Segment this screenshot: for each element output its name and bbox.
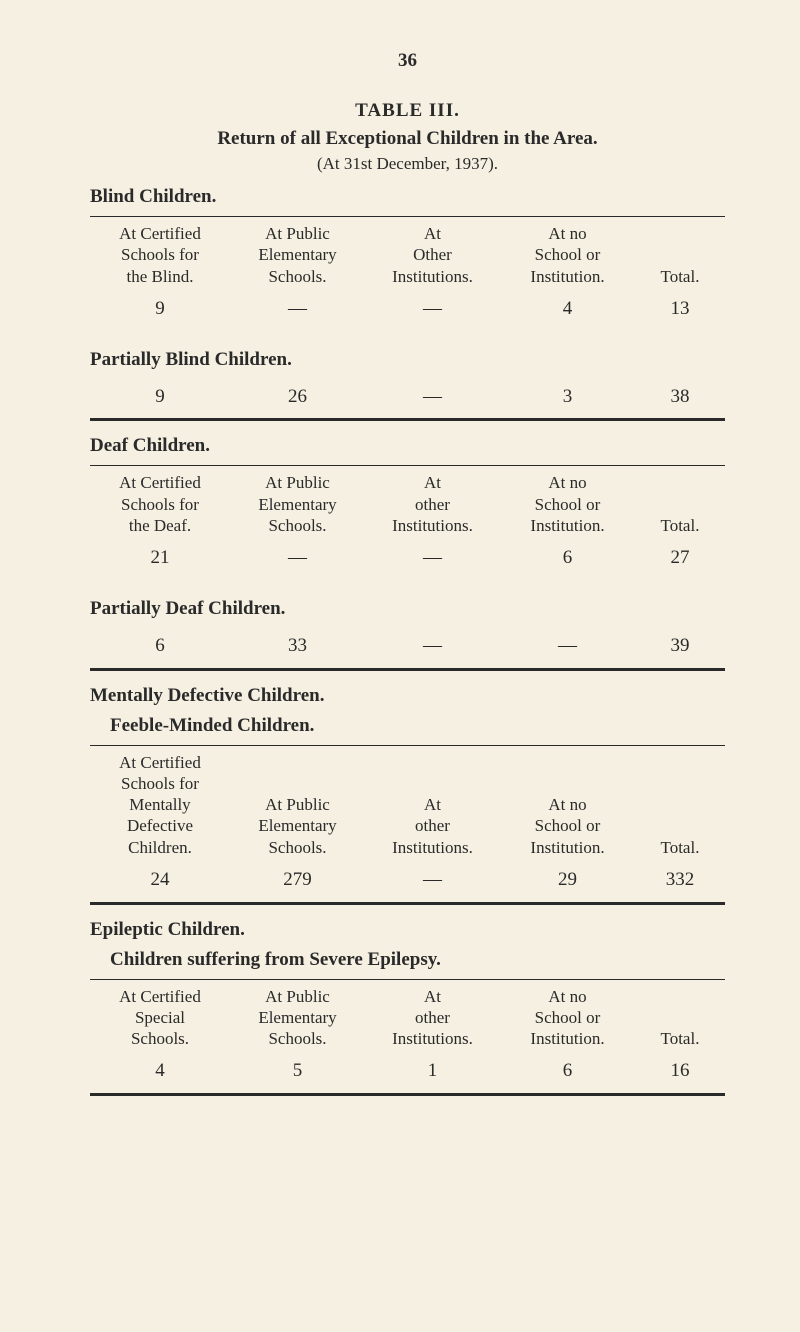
col-header: At CertifiedSchools forthe Blind. (90, 223, 230, 287)
col-header: At CertifiedSchools forMentallyDefective… (90, 752, 230, 858)
rule (90, 465, 725, 466)
cell: 6 (90, 634, 230, 658)
table-row: 24 279 — 29 332 (90, 862, 725, 898)
rule (90, 216, 725, 217)
col-header: Total. (635, 515, 725, 536)
cell: — (230, 546, 365, 570)
thick-rule (90, 668, 725, 671)
table-row: 9 26 — 3 38 (90, 379, 725, 415)
heading-mentally-defective: Mentally Defective Children. (90, 685, 725, 707)
cell: — (365, 868, 500, 892)
cell: 6 (500, 546, 635, 570)
heading-blind: Blind Children. (90, 186, 725, 208)
cell: 4 (90, 1059, 230, 1083)
main-title: Return of all Exceptional Children in th… (90, 128, 725, 150)
col-header: AtotherInstitutions. (365, 794, 500, 858)
col-header: At PublicElementarySchools. (230, 223, 365, 287)
col-header: At PublicElementarySchools. (230, 986, 365, 1050)
col-header: At noSchool orInstitution. (500, 794, 635, 858)
cell: 1 (365, 1059, 500, 1083)
col-header: At noSchool orInstitution. (500, 472, 635, 536)
table-row: 6 33 — — 39 (90, 628, 725, 664)
cell: 16 (635, 1059, 725, 1083)
thick-rule (90, 902, 725, 905)
cell: 4 (500, 297, 635, 321)
table-row: 4 5 1 6 16 (90, 1053, 725, 1089)
col-header: At noSchool orInstitution. (500, 223, 635, 287)
cell: 6 (500, 1059, 635, 1083)
cell: 38 (635, 385, 725, 409)
table-row: 21 — — 6 27 (90, 540, 725, 576)
cell: — (230, 297, 365, 321)
cell: 3 (500, 385, 635, 409)
thick-rule (90, 1093, 725, 1096)
table-row: 9 — — 4 13 (90, 291, 725, 327)
table-header-row: At CertifiedSchools forthe Blind. At Pub… (90, 223, 725, 291)
cell: 24 (90, 868, 230, 892)
col-header: AtotherInstitutions. (365, 472, 500, 536)
cell: — (365, 385, 500, 409)
thick-rule (90, 418, 725, 421)
heading-partially-blind: Partially Blind Children. (90, 349, 725, 371)
col-header: At CertifiedSpecialSchools. (90, 986, 230, 1050)
heading-deaf: Deaf Children. (90, 435, 725, 457)
subheading-epilepsy: Children suffering from Severe Epilepsy. (110, 949, 725, 971)
cell: 29 (500, 868, 635, 892)
col-header: At CertifiedSchools forthe Deaf. (90, 472, 230, 536)
col-header: AtotherInstitutions. (365, 986, 500, 1050)
rule (90, 745, 725, 746)
cell: 9 (90, 297, 230, 321)
col-header: Total. (635, 266, 725, 287)
cell: — (365, 546, 500, 570)
col-header: At noSchool orInstitution. (500, 986, 635, 1050)
cell: 5 (230, 1059, 365, 1083)
cell: 279 (230, 868, 365, 892)
table-header-row: At CertifiedSpecialSchools. At PublicEle… (90, 986, 725, 1054)
page-number: 36 (90, 50, 725, 72)
cell: — (365, 297, 500, 321)
cell: 39 (635, 634, 725, 658)
cell: 13 (635, 297, 725, 321)
rule (90, 979, 725, 980)
cell: — (500, 634, 635, 658)
cell: 21 (90, 546, 230, 570)
table-header-row: At CertifiedSchools forthe Deaf. At Publ… (90, 472, 725, 540)
cell: 26 (230, 385, 365, 409)
cell: 27 (635, 546, 725, 570)
cell: 9 (90, 385, 230, 409)
cell: 33 (230, 634, 365, 658)
cell: 332 (635, 868, 725, 892)
subtitle: (At 31st December, 1937). (90, 154, 725, 174)
cell: — (365, 634, 500, 658)
table-header-row: At CertifiedSchools forMentallyDefective… (90, 752, 725, 862)
col-header: Total. (635, 1028, 725, 1049)
table-label: TABLE III. (90, 100, 725, 122)
heading-epileptic: Epileptic Children. (90, 919, 725, 941)
subheading-feeble-minded: Feeble-Minded Children. (110, 715, 725, 737)
col-header: AtOtherInstitutions. (365, 223, 500, 287)
document-page: 36 TABLE III. Return of all Exceptional … (0, 0, 800, 1332)
col-header: At PublicElementarySchools. (230, 794, 365, 858)
col-header: At PublicElementarySchools. (230, 472, 365, 536)
col-header: Total. (635, 837, 725, 858)
heading-partially-deaf: Partially Deaf Children. (90, 598, 725, 620)
